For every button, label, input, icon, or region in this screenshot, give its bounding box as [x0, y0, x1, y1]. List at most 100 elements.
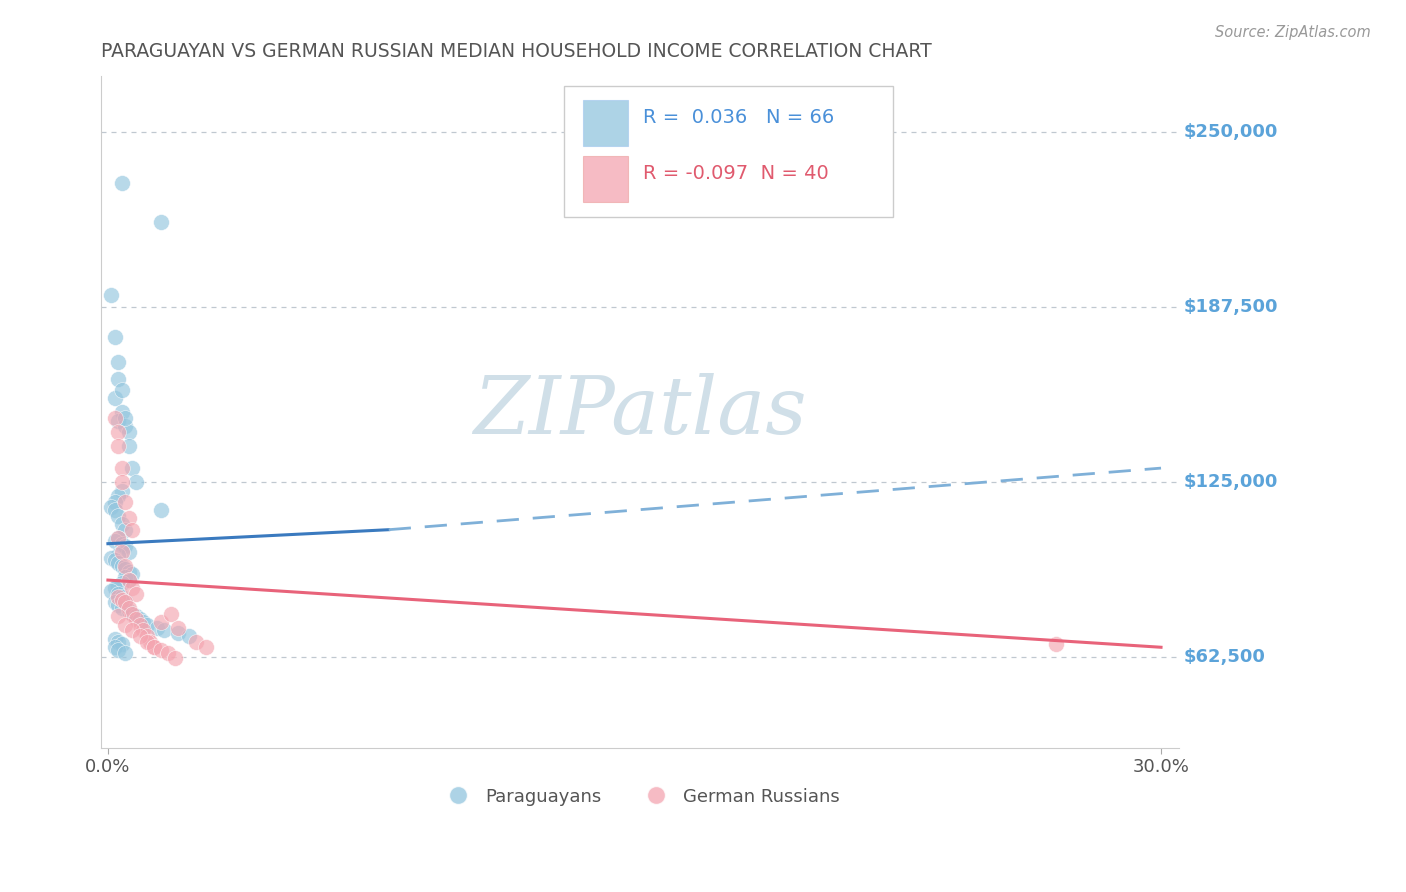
- Point: [121, 523, 143, 537]
- Text: ZIPatlas: ZIPatlas: [472, 374, 807, 450]
- Point: [121, 461, 143, 475]
- Point: [139, 634, 162, 648]
- Point: [111, 461, 134, 475]
- FancyBboxPatch shape: [564, 87, 893, 218]
- Point: [107, 371, 129, 385]
- Point: [107, 508, 129, 523]
- Point: [118, 565, 141, 579]
- Point: [111, 545, 134, 559]
- Point: [104, 553, 127, 567]
- Point: [100, 287, 122, 301]
- Point: [167, 621, 190, 635]
- Point: [135, 629, 157, 643]
- Point: [114, 540, 136, 554]
- Point: [107, 643, 129, 657]
- Point: [104, 391, 127, 405]
- Point: [114, 559, 136, 574]
- Point: [111, 176, 134, 190]
- Point: [104, 632, 127, 646]
- Point: [107, 590, 129, 604]
- Point: [111, 537, 134, 551]
- Bar: [582, 156, 628, 202]
- Point: [114, 618, 136, 632]
- Point: [100, 550, 122, 565]
- Point: [107, 587, 129, 601]
- Point: [111, 575, 134, 590]
- Point: [111, 383, 134, 397]
- Point: [118, 604, 141, 618]
- Point: [118, 573, 141, 587]
- Point: [128, 618, 150, 632]
- Point: [121, 607, 143, 621]
- Point: [125, 609, 148, 624]
- Point: [118, 511, 141, 525]
- Point: [107, 634, 129, 648]
- Point: [1045, 637, 1067, 651]
- Point: [132, 624, 155, 638]
- Point: [107, 548, 129, 562]
- Point: [111, 559, 134, 574]
- Point: [111, 405, 134, 419]
- Point: [114, 523, 136, 537]
- Point: [118, 601, 141, 615]
- Point: [118, 439, 141, 453]
- Y-axis label: Median Household Income: Median Household Income: [0, 293, 8, 532]
- Point: [135, 634, 157, 648]
- Point: [111, 637, 134, 651]
- Point: [104, 640, 127, 655]
- Text: R =  0.036   N = 66: R = 0.036 N = 66: [643, 108, 834, 128]
- Text: PARAGUAYAN VS GERMAN RUSSIAN MEDIAN HOUSEHOLD INCOME CORRELATION CHART: PARAGUAYAN VS GERMAN RUSSIAN MEDIAN HOUS…: [101, 42, 932, 61]
- Point: [111, 601, 134, 615]
- Point: [132, 615, 155, 629]
- Point: [163, 651, 186, 665]
- Point: [104, 410, 127, 425]
- Point: [142, 640, 165, 655]
- Point: [125, 612, 148, 626]
- Text: $62,500: $62,500: [1184, 648, 1265, 666]
- Point: [149, 503, 172, 517]
- Point: [107, 489, 129, 503]
- Point: [104, 582, 127, 596]
- Point: [104, 494, 127, 508]
- Point: [125, 475, 148, 489]
- Point: [114, 419, 136, 434]
- Point: [135, 618, 157, 632]
- Point: [128, 629, 150, 643]
- Point: [121, 624, 143, 638]
- Point: [114, 410, 136, 425]
- Point: [111, 517, 134, 532]
- Point: [184, 634, 207, 648]
- Point: [100, 500, 122, 515]
- Point: [128, 612, 150, 626]
- Point: [156, 646, 179, 660]
- Text: $250,000: $250,000: [1184, 123, 1278, 141]
- Point: [107, 425, 129, 439]
- Point: [149, 215, 172, 229]
- Text: Source: ZipAtlas.com: Source: ZipAtlas.com: [1215, 25, 1371, 40]
- Point: [100, 584, 122, 599]
- Point: [111, 475, 134, 489]
- Point: [142, 640, 165, 655]
- Point: [114, 494, 136, 508]
- Point: [104, 329, 127, 343]
- Point: [195, 640, 218, 655]
- Point: [114, 562, 136, 576]
- Point: [107, 599, 129, 613]
- Legend: Paraguayans, German Russians: Paraguayans, German Russians: [433, 780, 846, 813]
- Point: [177, 629, 200, 643]
- Point: [111, 483, 134, 498]
- Point: [118, 425, 141, 439]
- Point: [114, 592, 136, 607]
- Point: [107, 556, 129, 570]
- Point: [121, 567, 143, 582]
- Point: [114, 595, 136, 609]
- Point: [149, 643, 172, 657]
- Point: [149, 615, 172, 629]
- Point: [104, 533, 127, 548]
- Point: [114, 646, 136, 660]
- Point: [118, 545, 141, 559]
- Point: [104, 503, 127, 517]
- Point: [167, 626, 190, 640]
- Text: $187,500: $187,500: [1184, 298, 1278, 316]
- Point: [121, 607, 143, 621]
